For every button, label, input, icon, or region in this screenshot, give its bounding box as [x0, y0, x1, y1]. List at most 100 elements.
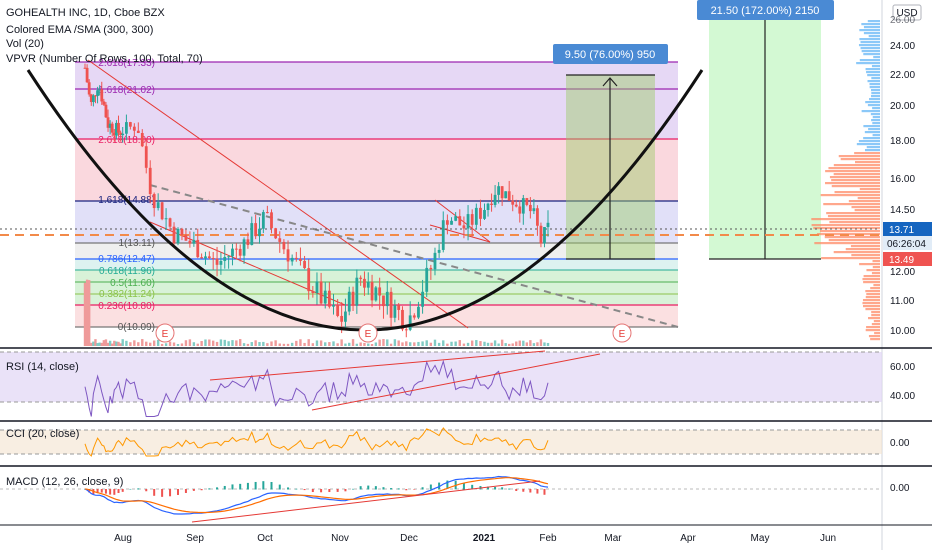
volume-bar: [92, 341, 95, 346]
projection-short-label: [553, 44, 668, 64]
vpvr-row: [850, 245, 880, 248]
volume-bar: [156, 339, 160, 346]
projection-long[interactable]: 21.50 (172.00%) 2150: [697, 0, 834, 260]
macd-hist-bar: [471, 484, 474, 490]
volume-bar: [160, 343, 164, 346]
volume-bar: [223, 339, 226, 346]
candle-body: [102, 101, 106, 105]
candle-body: [231, 248, 234, 257]
candle-body: [270, 212, 273, 229]
price-tick: 20.00: [890, 101, 915, 112]
vpvr-row: [871, 311, 880, 314]
rsi-tick: 60.00: [890, 362, 915, 373]
volume-bar: [266, 343, 269, 346]
vpvr-row: [863, 53, 880, 56]
candle-body: [234, 248, 238, 250]
vpvr-row: [863, 26, 880, 29]
candle-body: [184, 235, 188, 241]
volume-bar: [370, 343, 374, 346]
macd-hist-bar: [88, 489, 91, 493]
vpvr-row: [828, 239, 880, 242]
vpvr-row: [862, 278, 880, 281]
volume-bars: [83, 279, 550, 346]
candle-body: [441, 220, 445, 250]
vpvr-row: [868, 335, 880, 338]
candle-body: [366, 281, 370, 288]
macd-hist-bar: [129, 488, 132, 490]
volume-bar: [303, 342, 306, 346]
candle-body: [474, 207, 478, 225]
volume-bar: [149, 342, 152, 346]
macd-hist-bar: [320, 489, 323, 493]
vpvr-row: [865, 101, 880, 104]
time-label: Sep: [186, 533, 204, 544]
candle-body: [176, 228, 180, 244]
price-axis[interactable]: USD 24.00 22.00 20.00 18.00 16.00 14.50 …: [881, 0, 932, 550]
volume-bar: [539, 339, 543, 346]
vpvr-row: [870, 113, 880, 116]
macd-hist-bar: [117, 489, 120, 494]
vpvr-row: [868, 317, 880, 320]
vpvr-row: [871, 89, 880, 92]
volume-bar: [413, 342, 416, 346]
vpvr-row: [859, 38, 880, 41]
volume-bar: [254, 340, 257, 346]
volume-bar: [367, 343, 370, 346]
time-label: Nov: [331, 533, 349, 544]
vpvr-row: [848, 200, 880, 203]
macd-hist-bar: [254, 481, 257, 490]
vpvr-row: [814, 242, 880, 245]
macd-hist-bar: [192, 489, 195, 491]
candle-body: [404, 329, 408, 331]
vpvr-row: [861, 110, 880, 113]
vpvr-row: [829, 221, 880, 224]
price-tick: 24.00: [890, 41, 915, 52]
candle-body: [454, 216, 458, 221]
macd-hist-bar: [200, 489, 203, 491]
candle-body: [108, 123, 112, 128]
macd-hist-bar: [169, 489, 172, 497]
macd-hist-bar: [153, 489, 156, 496]
macd-hist-bar: [223, 485, 226, 490]
event-markers[interactable]: E E E: [155, 323, 632, 343]
macd-signal-line: [84, 477, 549, 514]
candle-body: [518, 206, 522, 214]
volume-bar: [351, 339, 355, 346]
candle-body: [497, 186, 501, 195]
macd-hist-bar: [231, 484, 234, 490]
candle-body: [458, 216, 462, 226]
macd-pane[interactable]: MACD (12, 26, close, 9) 0.00: [0, 475, 910, 523]
cci-pane[interactable]: CCI (20, close) 0.00: [0, 427, 910, 457]
candle-body: [315, 281, 319, 294]
volume-bar: [258, 342, 261, 346]
volume-bar: [522, 340, 525, 346]
time-label: Oct: [257, 533, 273, 544]
svg-text:13.71: 13.71: [889, 225, 914, 236]
fib-label: 1(13.11): [118, 238, 155, 249]
candle-body: [445, 220, 449, 225]
vpvr-row: [862, 299, 880, 302]
volume-bar: [238, 339, 242, 346]
vpvr-row: [871, 77, 880, 80]
candle-body: [180, 228, 184, 236]
macd-hist-bar: [216, 487, 219, 490]
candle-body: [323, 290, 327, 304]
vpvr-row: [833, 164, 880, 167]
volume-bar: [96, 343, 99, 346]
volume-bar: [500, 339, 504, 346]
volume-bar: [490, 342, 493, 346]
macd-hist-bar: [446, 480, 449, 490]
rsi-pane[interactable]: RSI (14, close) 60.00 40.00: [0, 350, 915, 417]
fib-label: 0.786(12.47): [98, 254, 155, 265]
volume-bar: [152, 340, 156, 346]
time-axis[interactable]: Aug Sep Oct Nov Dec 2021 Feb Mar Apr May…: [114, 533, 836, 544]
projection-short[interactable]: 9.50 (76.00%) 950: [553, 44, 668, 260]
candle-body: [242, 239, 246, 256]
time-label: Feb: [539, 533, 557, 544]
vpvr-row: [845, 248, 880, 251]
volume-bar: [536, 342, 539, 346]
volume-bar: [532, 343, 536, 346]
volume-bar: [529, 340, 532, 346]
candle-body: [132, 126, 136, 131]
